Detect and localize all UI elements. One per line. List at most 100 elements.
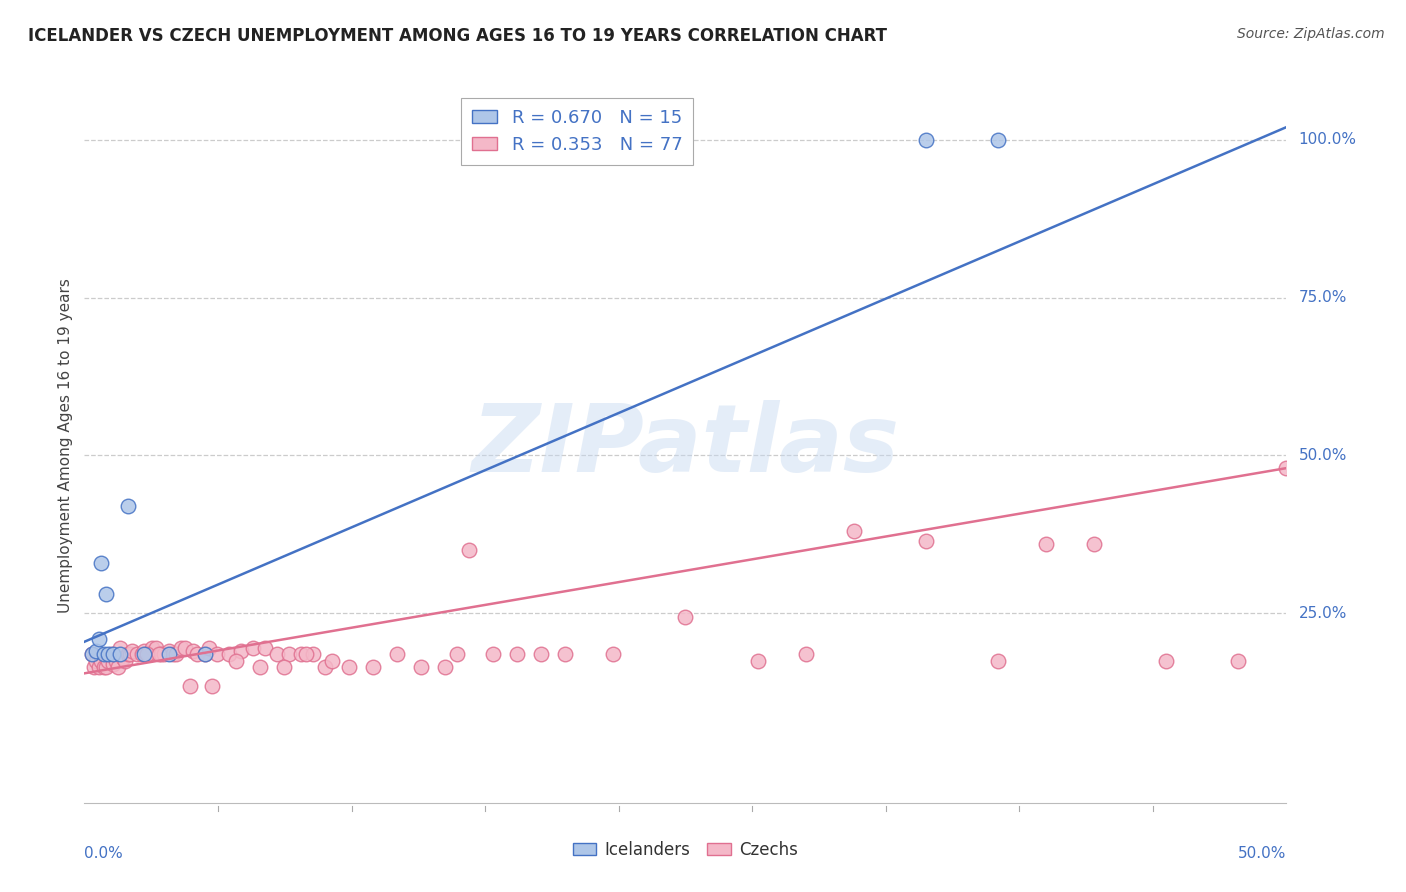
Point — [385, 648, 408, 662]
Point — [145, 641, 167, 656]
Point — [186, 648, 208, 662]
Point — [198, 641, 221, 656]
Point — [482, 648, 505, 662]
Point — [530, 648, 553, 662]
Point — [253, 641, 276, 656]
Point — [86, 644, 108, 658]
Point — [409, 660, 432, 674]
Point — [110, 641, 132, 656]
Point — [90, 654, 112, 668]
Point — [93, 648, 115, 662]
Point — [273, 660, 295, 674]
Point — [1035, 537, 1057, 551]
Point — [225, 654, 247, 668]
Point — [138, 648, 160, 662]
Point — [506, 648, 529, 662]
Y-axis label: Unemployment Among Ages 16 to 19 years: Unemployment Among Ages 16 to 19 years — [58, 278, 73, 614]
Text: ICELANDER VS CZECH UNEMPLOYMENT AMONG AGES 16 TO 19 YEARS CORRELATION CHART: ICELANDER VS CZECH UNEMPLOYMENT AMONG AG… — [28, 27, 887, 45]
Point — [87, 660, 110, 674]
Point — [201, 679, 224, 693]
Point — [121, 644, 143, 658]
Point — [1227, 654, 1250, 668]
Point — [229, 644, 252, 658]
Point — [554, 648, 576, 662]
Point — [131, 648, 153, 662]
Point — [134, 648, 156, 662]
Point — [1083, 537, 1105, 551]
Point — [266, 648, 288, 662]
Point — [80, 648, 103, 662]
Point — [361, 660, 384, 674]
Point — [747, 654, 769, 668]
Point — [103, 648, 125, 662]
Point — [135, 648, 157, 662]
Point — [150, 648, 173, 662]
Point — [181, 644, 204, 658]
Point — [290, 648, 312, 662]
Point — [321, 654, 343, 668]
Text: 75.0%: 75.0% — [1299, 290, 1347, 305]
Point — [301, 648, 323, 662]
Point — [94, 587, 117, 601]
Text: Source: ZipAtlas.com: Source: ZipAtlas.com — [1237, 27, 1385, 41]
Point — [162, 648, 184, 662]
Point — [194, 648, 217, 662]
Point — [152, 648, 174, 662]
Point — [165, 648, 187, 662]
Point — [117, 499, 139, 513]
Point — [1156, 654, 1178, 668]
Text: 50.0%: 50.0% — [1299, 448, 1347, 463]
Point — [174, 641, 197, 656]
Point — [97, 654, 120, 668]
Point — [114, 654, 136, 668]
Point — [157, 644, 180, 658]
Point — [80, 648, 103, 662]
Point — [602, 648, 624, 662]
Point — [117, 648, 139, 662]
Point — [97, 648, 120, 662]
Point — [987, 654, 1010, 668]
Point — [675, 609, 697, 624]
Point — [294, 648, 316, 662]
Point — [90, 556, 112, 570]
Legend: Icelanders, Czechs: Icelanders, Czechs — [567, 835, 804, 866]
Point — [157, 648, 180, 662]
Point — [134, 644, 156, 658]
Text: 0.0%: 0.0% — [84, 846, 124, 861]
Point — [218, 648, 240, 662]
Point — [87, 632, 110, 646]
Point — [179, 679, 201, 693]
Point — [205, 648, 228, 662]
Point — [434, 660, 457, 674]
Point — [458, 543, 481, 558]
Point — [110, 648, 132, 662]
Point — [94, 660, 117, 674]
Point — [249, 660, 271, 674]
Point — [86, 654, 108, 668]
Point — [148, 648, 170, 662]
Point — [446, 648, 468, 662]
Text: ZIPatlas: ZIPatlas — [471, 400, 900, 492]
Point — [842, 524, 865, 539]
Text: 25.0%: 25.0% — [1299, 606, 1347, 621]
Point — [100, 648, 122, 662]
Text: 50.0%: 50.0% — [1239, 846, 1286, 861]
Point — [107, 660, 129, 674]
Point — [103, 657, 125, 671]
Point — [104, 654, 127, 668]
Text: 100.0%: 100.0% — [1299, 132, 1357, 147]
Point — [915, 533, 938, 548]
Point — [277, 648, 299, 662]
Point — [337, 660, 360, 674]
Point — [314, 660, 336, 674]
Point — [169, 641, 191, 656]
Point — [83, 660, 105, 674]
Point — [111, 650, 134, 665]
Point — [93, 660, 115, 674]
Point — [915, 133, 938, 147]
Point — [118, 648, 141, 662]
Point — [1275, 461, 1298, 475]
Point — [794, 648, 817, 662]
Point — [141, 641, 163, 656]
Point — [987, 133, 1010, 147]
